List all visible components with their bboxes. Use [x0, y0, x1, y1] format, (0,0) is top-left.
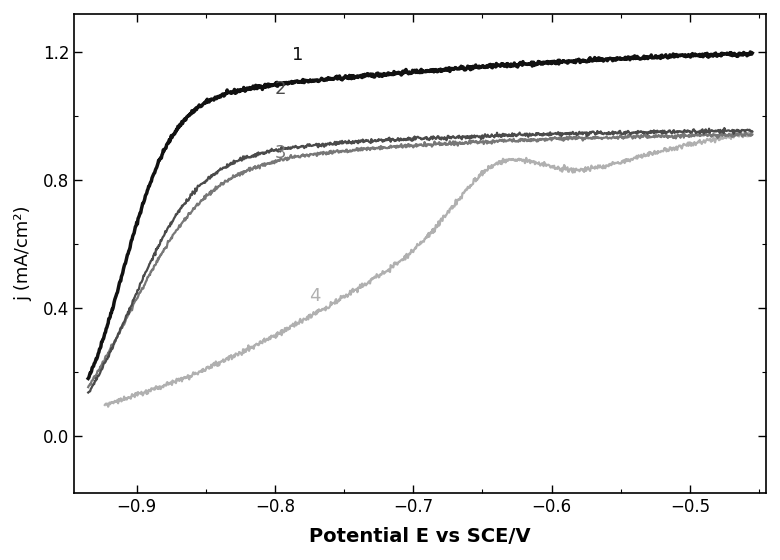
X-axis label: Potential E vs SCE/V: Potential E vs SCE/V: [310, 527, 531, 546]
Text: 2: 2: [275, 80, 286, 98]
Y-axis label: j (mA/cm²): j (mA/cm²): [14, 206, 32, 301]
Text: 3: 3: [275, 144, 286, 162]
Text: 4: 4: [310, 287, 321, 305]
Text: 1: 1: [292, 46, 303, 64]
